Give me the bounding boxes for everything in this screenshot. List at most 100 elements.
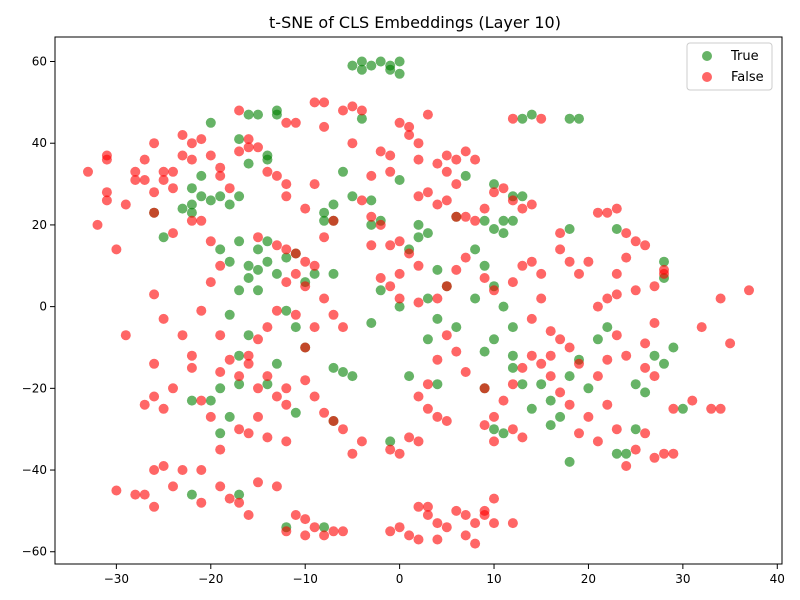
point-false-47 bbox=[158, 403, 169, 414]
point-false-36 bbox=[215, 260, 226, 271]
point-true-80 bbox=[422, 293, 433, 304]
point-false-195 bbox=[526, 350, 537, 361]
point-false-206 bbox=[451, 346, 462, 357]
point-false-31 bbox=[168, 228, 178, 239]
point-false-13 bbox=[149, 138, 160, 149]
point-true-110 bbox=[234, 379, 245, 390]
point-false-33 bbox=[186, 215, 197, 226]
point-false-243 bbox=[224, 493, 235, 504]
point-false-199 bbox=[489, 411, 499, 422]
point-true-48 bbox=[507, 215, 518, 226]
point-false-130 bbox=[356, 195, 367, 206]
point-false-61 bbox=[338, 105, 348, 116]
point-false-174 bbox=[592, 301, 603, 312]
point-true-124 bbox=[592, 334, 603, 345]
point-false-120 bbox=[460, 211, 471, 222]
x-axis: −30 −20 −10 0 10 20 30 40 bbox=[104, 564, 785, 586]
point-false-161 bbox=[555, 244, 566, 255]
point-false-96 bbox=[253, 411, 263, 422]
point-true-88 bbox=[470, 244, 481, 255]
point-false-282 bbox=[687, 395, 698, 406]
point-false-85 bbox=[309, 322, 320, 333]
point-false-23 bbox=[196, 134, 207, 145]
point-false-252 bbox=[309, 522, 320, 533]
point-false-235 bbox=[158, 461, 169, 471]
point-false-198 bbox=[498, 395, 509, 406]
point-false-55 bbox=[281, 191, 292, 202]
point-false-213 bbox=[441, 416, 452, 426]
point-false-266 bbox=[460, 510, 471, 520]
point-false-280 bbox=[659, 448, 669, 459]
point-true-99 bbox=[224, 309, 235, 320]
point-false-172 bbox=[611, 268, 622, 279]
plot-frame bbox=[54, 36, 783, 565]
x-tick-label: 10 bbox=[486, 572, 501, 586]
point-false-181 bbox=[640, 338, 651, 349]
point-false-48 bbox=[158, 313, 169, 324]
point-true-73 bbox=[243, 273, 254, 283]
point-false-177 bbox=[649, 281, 660, 292]
point-true-148 bbox=[630, 379, 641, 390]
point-true-118 bbox=[536, 379, 547, 390]
point-false-218 bbox=[347, 448, 358, 459]
point-true-66 bbox=[243, 260, 254, 271]
point-false-128 bbox=[536, 113, 547, 124]
point-false-212 bbox=[432, 411, 443, 422]
point-false-291 bbox=[640, 362, 651, 373]
point-true-126 bbox=[621, 448, 632, 459]
point-false-68 bbox=[385, 166, 396, 177]
point-true-85 bbox=[422, 334, 433, 345]
point-false-259 bbox=[413, 501, 424, 512]
point-true-13 bbox=[356, 113, 367, 124]
y-tick-label: −40 bbox=[22, 463, 47, 477]
legend-marker-false bbox=[702, 72, 712, 82]
point-false-106 bbox=[422, 109, 433, 120]
point-true-35 bbox=[186, 207, 197, 218]
point-true-28 bbox=[196, 191, 207, 202]
point-false-133 bbox=[366, 240, 377, 251]
point-true-105 bbox=[271, 358, 282, 369]
point-true-30 bbox=[234, 191, 245, 202]
point-false-53 bbox=[271, 170, 282, 181]
point-false-182 bbox=[621, 350, 632, 361]
point-false-247 bbox=[271, 481, 282, 492]
point-false-112 bbox=[470, 154, 481, 165]
point-true-127 bbox=[611, 448, 622, 459]
point-false-229 bbox=[196, 395, 207, 406]
point-false-217 bbox=[385, 444, 396, 455]
point-false-91 bbox=[224, 354, 235, 365]
point-true-53 bbox=[564, 224, 575, 234]
points-layer bbox=[83, 56, 754, 549]
y-tick-label: 20 bbox=[32, 218, 47, 232]
point-false-105 bbox=[413, 138, 424, 149]
point-false-49 bbox=[149, 289, 160, 300]
legend: True False bbox=[686, 42, 773, 91]
point-false-113 bbox=[441, 166, 452, 177]
point-false-222 bbox=[319, 407, 330, 418]
point-false-180 bbox=[649, 318, 660, 328]
point-true-103 bbox=[290, 322, 301, 333]
point-false-253 bbox=[328, 526, 339, 537]
point-false-191 bbox=[564, 399, 575, 410]
point-true-32 bbox=[205, 195, 216, 206]
point-true-10 bbox=[253, 109, 263, 120]
point-true-8 bbox=[394, 68, 405, 79]
point-true-109 bbox=[262, 379, 273, 390]
point-true-24 bbox=[460, 170, 471, 181]
point-false-263 bbox=[432, 534, 443, 545]
point-true-125 bbox=[602, 322, 613, 333]
point-false-125 bbox=[507, 195, 518, 206]
point-true-2 bbox=[366, 60, 377, 71]
point-true-144 bbox=[498, 428, 509, 439]
point-true-98 bbox=[517, 379, 528, 390]
point-false-94 bbox=[271, 391, 282, 402]
point-false-184 bbox=[602, 354, 613, 365]
point-false-154 bbox=[526, 313, 537, 324]
point-false-60 bbox=[319, 121, 330, 132]
point-true-140 bbox=[385, 436, 396, 447]
point-true-84 bbox=[432, 313, 443, 324]
point-true-27 bbox=[186, 183, 197, 194]
point-false-269 bbox=[489, 518, 499, 529]
point-true-22 bbox=[243, 158, 254, 169]
point-true-16 bbox=[564, 113, 575, 124]
